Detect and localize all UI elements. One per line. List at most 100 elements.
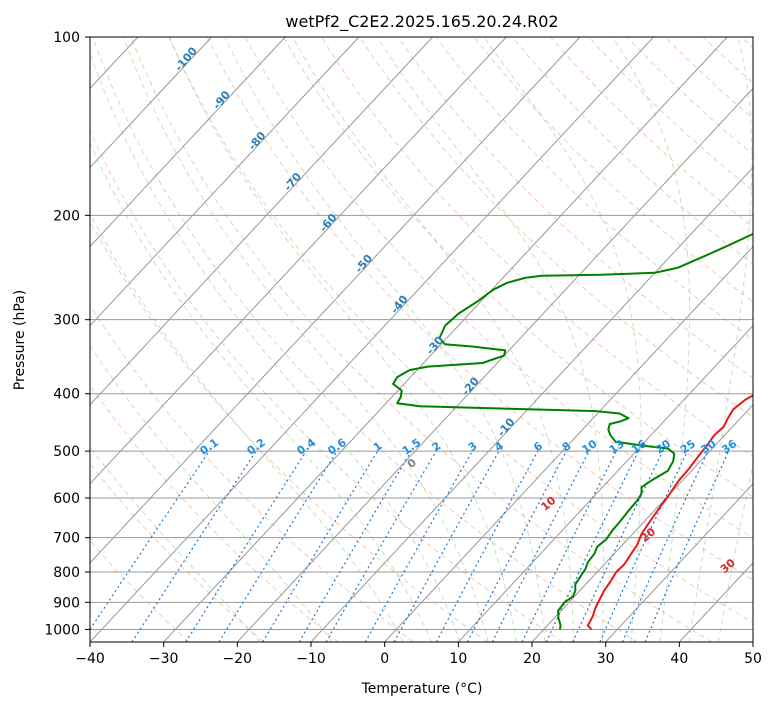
moist-adiabat-line [483,37,642,642]
x-tick-label: −20 [223,651,253,667]
dry-adiabat-line [92,37,638,642]
mixing-ratio-line [131,450,257,642]
isotherm-label: -40 [388,293,411,317]
y-tick-label: 1000 [44,622,80,638]
mixing-ratio-line [521,450,617,642]
isotherm-line [310,166,753,642]
x-tick-label: 30 [597,651,615,667]
dry-adiabat-line [741,37,753,49]
isotherm-line [457,324,753,642]
dry-adiabat-line [550,37,753,228]
isotherm-line [163,37,728,642]
x-tick-label: −40 [75,651,105,667]
moist-adiabat-line [90,446,261,642]
y-tick-label: 700 [53,531,80,547]
moist-adiabat-line [376,37,604,642]
isotherm-label: -100 [172,44,200,74]
mixing-ratio-line [435,450,539,642]
x-tick-label: −30 [149,651,179,667]
dewpoint-profile-line [392,232,753,630]
isotherm-line [90,37,507,485]
x-tick-label: 0 [380,651,389,667]
mixing-ratio-line [364,450,473,642]
x-tick-label: 40 [670,651,688,667]
mixing-ratio-label: 0.6 [325,436,349,458]
moist-adiabat-line [292,37,575,642]
isotherm-label: -70 [281,170,304,194]
dry-adiabat-line [359,37,753,418]
dry-adiabat-line [90,539,190,642]
dry-adiabat-line [90,463,264,642]
moist-adiabat-label: 10 [538,494,558,514]
moist-adiabat-label: 20 [638,525,658,545]
mixing-ratio-line [621,450,709,642]
mixing-ratio-label: 2 [430,439,444,454]
moist-adiabat-line [717,462,753,642]
isotherm-line [90,37,654,642]
mixing-ratio-label: 13 [607,437,627,456]
isotherm-label: -80 [246,129,269,153]
mixing-ratio-label: 1 [371,439,385,454]
moist-adiabat-line [90,212,404,642]
dry-adiabat-line [283,37,753,498]
dry-adiabat-line [206,37,753,581]
mixing-ratio-label: 36 [719,437,739,457]
mixing-ratio-line [545,450,640,642]
series-layer [392,232,753,631]
isotherm-line [236,87,753,642]
y-axis: 1000 900 800 700 600 500 400 300 200 100 [44,30,90,638]
y-tick-label: 800 [53,565,80,581]
isotherm-line [384,245,753,642]
y-tick-label: 400 [53,387,80,403]
dry-adiabat-line [397,37,753,379]
isotherm-line [90,37,212,169]
temperature-profile-line [586,394,753,631]
dry-adiabat-line [90,304,414,642]
mixing-ratio-line [325,450,437,642]
x-tick-label: −10 [296,651,326,667]
mixing-ratio-label: 1.5 [400,436,423,458]
isotherm-line [0,37,64,642]
isotherm-line [531,404,753,642]
mixing-ratio-line [572,450,664,642]
moist-adiabat-line [224,37,546,642]
isotherm-label: -50 [352,252,375,276]
mixing-ratio-label: 6 [531,439,545,454]
mixing-ratio-line [298,450,412,642]
isotherm-line [90,37,581,564]
dry-adiabat-line [90,384,339,642]
y-tick-label: 500 [53,444,80,460]
mixing-ratio-line [644,450,730,642]
x-tick-label: 50 [744,651,762,667]
mixing-ratio-label: 0.4 [295,436,319,458]
moist-adiabat-label: 0 [405,456,419,471]
x-axis-label: Temperature (°C) [361,681,483,697]
mixing-ratio-label: 3 [466,439,480,454]
chart-title: wetPf2_C2E2.2025.165.20.24.R02 [285,12,558,32]
dry-adiabat-line [321,37,753,458]
isotherm-line [90,37,433,406]
isotherm-label: -20 [459,374,482,398]
y-tick-label: 600 [53,491,80,507]
dry-adiabat-line [664,37,753,120]
line-labels-layer: 0.1 0.2 0.4 0.6 1 1.5 2 3 4 6 8 10 13 16 20 25 30 36-100-… [172,44,739,576]
isotherm-label: -30 [424,333,447,357]
moist-adiabat-line [612,37,691,642]
y-tick-label: 300 [53,313,80,329]
mixing-ratio-line [466,450,567,642]
dry-adiabat-line [435,37,753,340]
y-tick-label: 900 [53,595,80,611]
moist-adiabat-line [90,141,432,642]
dry-adiabat-line [90,129,563,642]
mixing-ratio-label: 0.1 [198,436,221,458]
isotherm-line [605,483,753,642]
mixing-ratio-line [599,450,689,642]
isotherm-label: -60 [317,211,340,235]
y-axis-label: Pressure (hPa) [12,290,28,390]
mixing-ratio-label: 20 [653,437,673,457]
moist-adiabat-line [688,37,753,642]
mixing-ratio-label: 25 [678,437,698,456]
x-axis: −40 −30 −20 −10 0 10 20 30 40 50 [75,642,762,667]
y-tick-label: 200 [53,208,80,224]
